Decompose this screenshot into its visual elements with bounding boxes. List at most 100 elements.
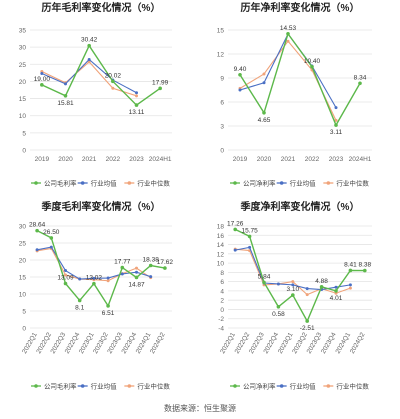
legend-marker — [279, 181, 284, 185]
legend-marker — [34, 181, 38, 185]
x-tick-label: 2022 — [106, 156, 121, 163]
data-point — [358, 81, 362, 86]
data-point — [49, 245, 53, 249]
data-label: 4.88 — [315, 278, 328, 285]
data-point — [134, 103, 139, 107]
y-tick-label: 2 — [220, 298, 224, 305]
data-point — [106, 304, 110, 308]
data-label: 4.65 — [258, 117, 271, 124]
data-point — [35, 228, 39, 233]
y-tick-label: 15 — [19, 275, 27, 282]
data-point — [49, 236, 54, 240]
data-point — [135, 94, 138, 98]
data-label: 20.02 — [105, 72, 122, 79]
y-tick-label: 12 — [217, 251, 225, 258]
data-point — [120, 272, 124, 276]
data-point — [149, 275, 153, 279]
y-tick-label: 15 — [217, 28, 225, 35]
data-label: 17.99 — [152, 79, 169, 86]
legend-label: 行业均值 — [91, 382, 118, 391]
legend-item: 公司净利率 — [230, 382, 276, 391]
data-point — [286, 31, 290, 36]
legend-item: 行业中位数 — [124, 179, 170, 188]
y-tick-label: 10 — [217, 261, 225, 268]
y-tick-label: 20 — [19, 79, 27, 86]
legend-item: 行业均值 — [276, 382, 316, 391]
data-point — [135, 270, 138, 274]
y-tick-label: 5 — [22, 130, 26, 137]
y-tick-label: -4 — [218, 326, 224, 333]
y-tick-label: 35 — [19, 28, 27, 35]
legend-marker — [127, 181, 132, 185]
legend-item: 公司净利率 — [230, 179, 276, 188]
data-point — [334, 106, 338, 110]
data-point — [305, 293, 309, 297]
legend-label: 行业中位数 — [137, 382, 170, 391]
data-point — [64, 269, 67, 273]
y-tick-label: 10 — [19, 113, 27, 120]
data-point — [92, 281, 96, 286]
series-line-company — [239, 32, 361, 127]
y-tick-label: 14 — [217, 242, 225, 249]
legend-marker — [279, 384, 284, 388]
data-point — [63, 281, 68, 286]
legend-item: 公司毛利率 — [31, 382, 77, 391]
series-line-company — [36, 230, 166, 308]
y-tick-label: 3 — [220, 124, 224, 131]
x-tick-label: 2021 — [281, 156, 296, 163]
data-label: 13.02 — [86, 275, 103, 282]
data-point — [348, 283, 352, 287]
data-point — [262, 111, 266, 115]
data-label: 13.11 — [129, 109, 145, 116]
data-point — [111, 86, 115, 90]
data-point — [40, 72, 44, 76]
legend-item: 行业均值 — [77, 382, 118, 391]
legend-label: 公司毛利率 — [44, 179, 77, 188]
data-point — [135, 266, 138, 270]
y-tick-label: 30 — [19, 45, 27, 52]
source-note: 数据来源：恒生聚源 — [164, 404, 236, 413]
data-point — [87, 43, 91, 48]
data-point — [63, 93, 68, 98]
data-point — [348, 286, 352, 290]
data-point — [310, 65, 314, 69]
legend-marker — [326, 181, 331, 185]
data-point — [135, 91, 138, 95]
data-label: 17.77 — [114, 259, 131, 266]
legend-label: 行业中位数 — [336, 382, 369, 391]
data-point — [238, 88, 242, 92]
data-point — [305, 319, 310, 323]
data-label: 3.10 — [286, 286, 299, 293]
y-tick-label: 16 — [217, 233, 225, 240]
y-tick-label: 8 — [220, 270, 224, 277]
data-point — [248, 245, 252, 249]
legend-label: 行业中位数 — [336, 179, 369, 188]
data-label: 8.38 — [358, 262, 371, 269]
y-tick-label: 18 — [217, 224, 225, 231]
data-point — [319, 285, 324, 289]
data-label: 28.64 — [29, 222, 46, 229]
legend-marker — [34, 384, 38, 388]
data-label: 17.26 — [227, 220, 244, 227]
data-point — [64, 82, 67, 86]
data-point — [247, 234, 252, 239]
x-tick-label: 2024H1 — [349, 156, 372, 163]
data-point — [276, 282, 280, 286]
data-point — [363, 268, 367, 273]
data-label: 17.62 — [157, 259, 174, 266]
data-label: 15.81 — [57, 100, 74, 107]
data-point — [334, 289, 338, 293]
y-tick-label: 30 — [19, 224, 27, 231]
y-tick-label: 0 — [22, 148, 26, 155]
legend-marker — [80, 181, 85, 185]
data-label: 5.84 — [258, 273, 271, 280]
chart-title: 历年毛利率变化情况（%） — [42, 1, 161, 14]
data-point — [233, 248, 237, 252]
x-tick-label: 2023 — [329, 156, 344, 163]
legend-label: 公司净利率 — [243, 179, 276, 188]
chart-panel-4: 季度净利率变化情况（%）-4-20246810121416182022Q1202… — [217, 200, 372, 391]
chart-panel-2: 历年净利率变化情况（%） 0 3 6 9 12 15 2019 2020 2021 2022 2023… — [217, 1, 372, 188]
y-tick-label: 15 — [19, 96, 27, 103]
legend-marker — [233, 181, 237, 185]
